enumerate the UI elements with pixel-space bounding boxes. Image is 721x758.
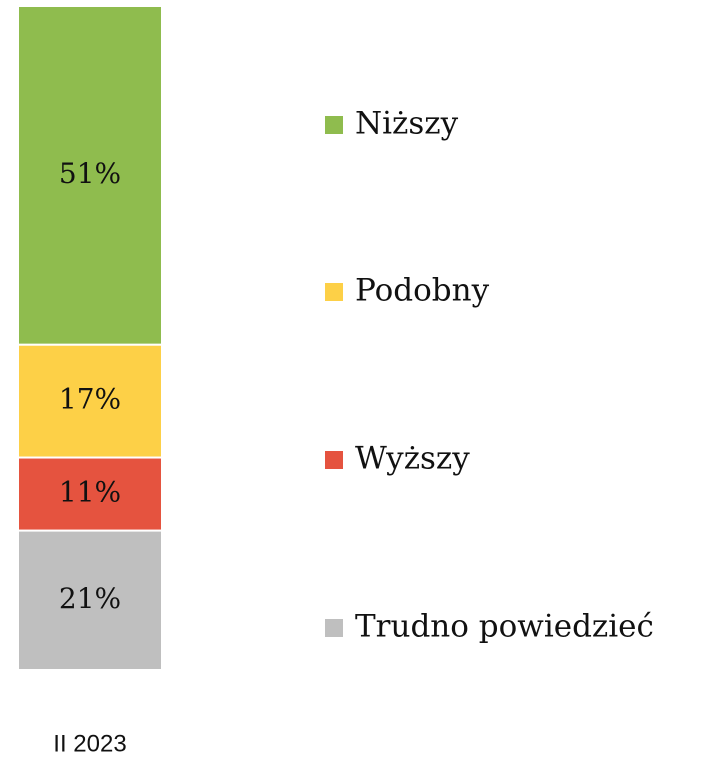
legend-swatch [325,451,343,469]
legend-label: Niższy [355,106,459,142]
data-label: 17% [59,383,121,416]
data-label: 51% [59,157,121,190]
bar-segment [17,456,163,532]
legend-label: Podobny [355,273,490,309]
legend-swatch [325,283,343,301]
data-label: 21% [59,582,121,615]
legend-swatch [325,619,343,637]
bar-segment [17,529,163,671]
bar-segment [17,5,163,346]
legend-swatch [325,116,343,134]
data-label: 11% [59,476,121,509]
legend-label: Trudno powiedzieć [355,609,654,645]
legend-label: Wyższy [355,441,470,477]
x-tick-label: II 2023 [53,730,126,757]
